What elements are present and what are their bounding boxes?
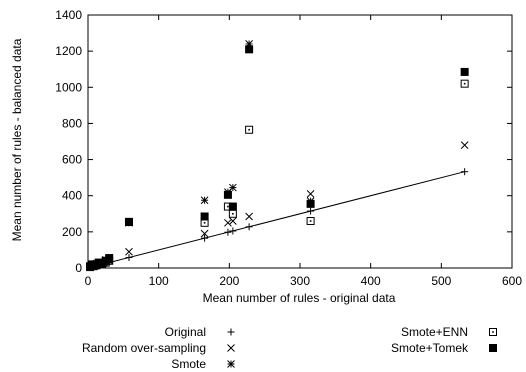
x-tick-label: 400: [361, 274, 381, 288]
legend-marker-random-over-sampling: [227, 344, 235, 352]
data-point-random-over-sampling: [200, 229, 209, 238]
data-point-original: [461, 168, 469, 176]
data-point-smote-enn: [306, 217, 315, 226]
data-point-smote-tomek: [228, 202, 237, 211]
reference-line: [87, 171, 465, 269]
data-point-original: [229, 227, 237, 235]
y-axis-label: Mean number of rules - balanced data: [10, 38, 24, 241]
data-point-smote-enn: [228, 209, 237, 218]
data-point-random-over-sampling: [245, 212, 253, 221]
data-point-smote-tomek: [223, 190, 232, 199]
data-point-smote-tomek: [306, 199, 315, 208]
data-point-original: [125, 254, 133, 262]
y-tick-label: 400: [62, 189, 82, 203]
y-axis-ticks: 0 200 400 600 800 1000 1200 1400: [55, 8, 512, 275]
data-point-smote-tomek: [105, 254, 114, 263]
data-point-smote: [200, 196, 209, 205]
data-point-random-over-sampling: [229, 217, 237, 225]
x-tick-label: 200: [219, 274, 239, 288]
data-points: [86, 40, 469, 272]
y-tick-label: 1400: [55, 8, 82, 22]
legend-marker-smote: [227, 360, 235, 368]
legend-item-original: Original: [165, 325, 235, 339]
y-tick-label: 600: [62, 153, 82, 167]
x-tick-label: 600: [502, 274, 522, 288]
data-point-random-over-sampling: [125, 247, 133, 256]
data-point-random-over-sampling: [306, 190, 315, 198]
legend: Original Random over-sampling Smote Smote+E…: [82, 325, 497, 371]
x-tick-label: 100: [149, 274, 169, 288]
x-tick-label: 0: [85, 274, 92, 288]
data-point-smote-tomek: [245, 45, 254, 54]
reference-line-layer: [87, 171, 465, 269]
y-tick-label: 200: [62, 225, 82, 239]
data-point-smote-enn: [460, 79, 469, 88]
y-tick-label: 1200: [55, 44, 82, 58]
legend-label: Random over-sampling: [82, 341, 206, 355]
legend-marker-smote-enn: [489, 328, 497, 336]
data-point-smote-enn: [245, 125, 254, 134]
legend-marker-original: [227, 328, 235, 336]
data-point-smote-tomek: [124, 217, 133, 226]
data-point-random-over-sampling: [224, 218, 232, 227]
x-tick-label: 500: [431, 274, 451, 288]
legend-label: Original: [165, 325, 206, 339]
legend-label: Smote+Tomek: [391, 341, 469, 355]
y-tick-label: 1000: [55, 80, 82, 94]
y-tick-label: 0: [75, 261, 82, 275]
legend-item-smote-enn: Smote+ENN: [401, 325, 497, 339]
legend-item-smote-tomek: Smote+Tomek: [391, 341, 497, 355]
data-point-original: [201, 234, 209, 242]
plot-border: [87, 14, 513, 269]
data-point-smote-tomek: [200, 212, 209, 221]
legend-marker-smote-tomek: [489, 344, 497, 352]
plot-frame: [87, 14, 513, 269]
x-axis-label: Mean number of rules - original data: [203, 291, 396, 305]
data-point-original: [224, 228, 232, 236]
data-point-original: [307, 207, 315, 215]
y-tick-label: 800: [62, 116, 82, 130]
data-point-smote-tomek: [460, 67, 469, 76]
legend-item-smote: Smote: [171, 357, 235, 371]
data-point-smote: [229, 183, 237, 192]
legend-label: Smote+ENN: [401, 325, 468, 339]
legend-item-random-over-sampling: Random over-sampling: [82, 341, 235, 355]
x-tick-label: 300: [290, 274, 310, 288]
data-point-random-over-sampling: [460, 141, 469, 149]
data-point-original: [245, 223, 253, 231]
legend-label: Smote: [171, 357, 206, 371]
x-axis-ticks: 0 100 200 300 400 500 600: [85, 15, 522, 288]
